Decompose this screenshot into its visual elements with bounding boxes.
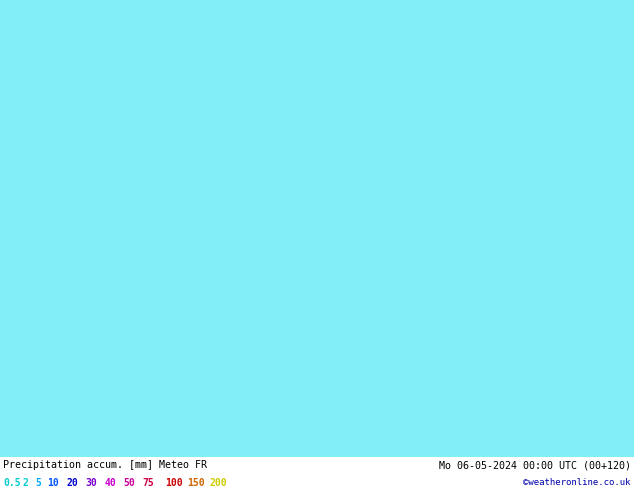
Text: 150: 150: [187, 478, 205, 488]
Text: 40: 40: [105, 478, 117, 488]
Text: 5: 5: [35, 478, 41, 488]
Text: Precipitation accum. [mm] Meteo FR: Precipitation accum. [mm] Meteo FR: [3, 460, 207, 470]
Text: 10: 10: [48, 478, 60, 488]
Text: 30: 30: [86, 478, 98, 488]
Text: Mo 06-05-2024 00:00 UTC (00+120): Mo 06-05-2024 00:00 UTC (00+120): [439, 460, 631, 470]
Text: 100: 100: [165, 478, 183, 488]
Text: 50: 50: [124, 478, 136, 488]
Text: 20: 20: [67, 478, 79, 488]
Text: 0.5: 0.5: [3, 478, 21, 488]
Text: ©weatheronline.co.uk: ©weatheronline.co.uk: [523, 478, 631, 487]
Text: 75: 75: [143, 478, 155, 488]
Text: 200: 200: [209, 478, 227, 488]
Text: 2: 2: [22, 478, 28, 488]
